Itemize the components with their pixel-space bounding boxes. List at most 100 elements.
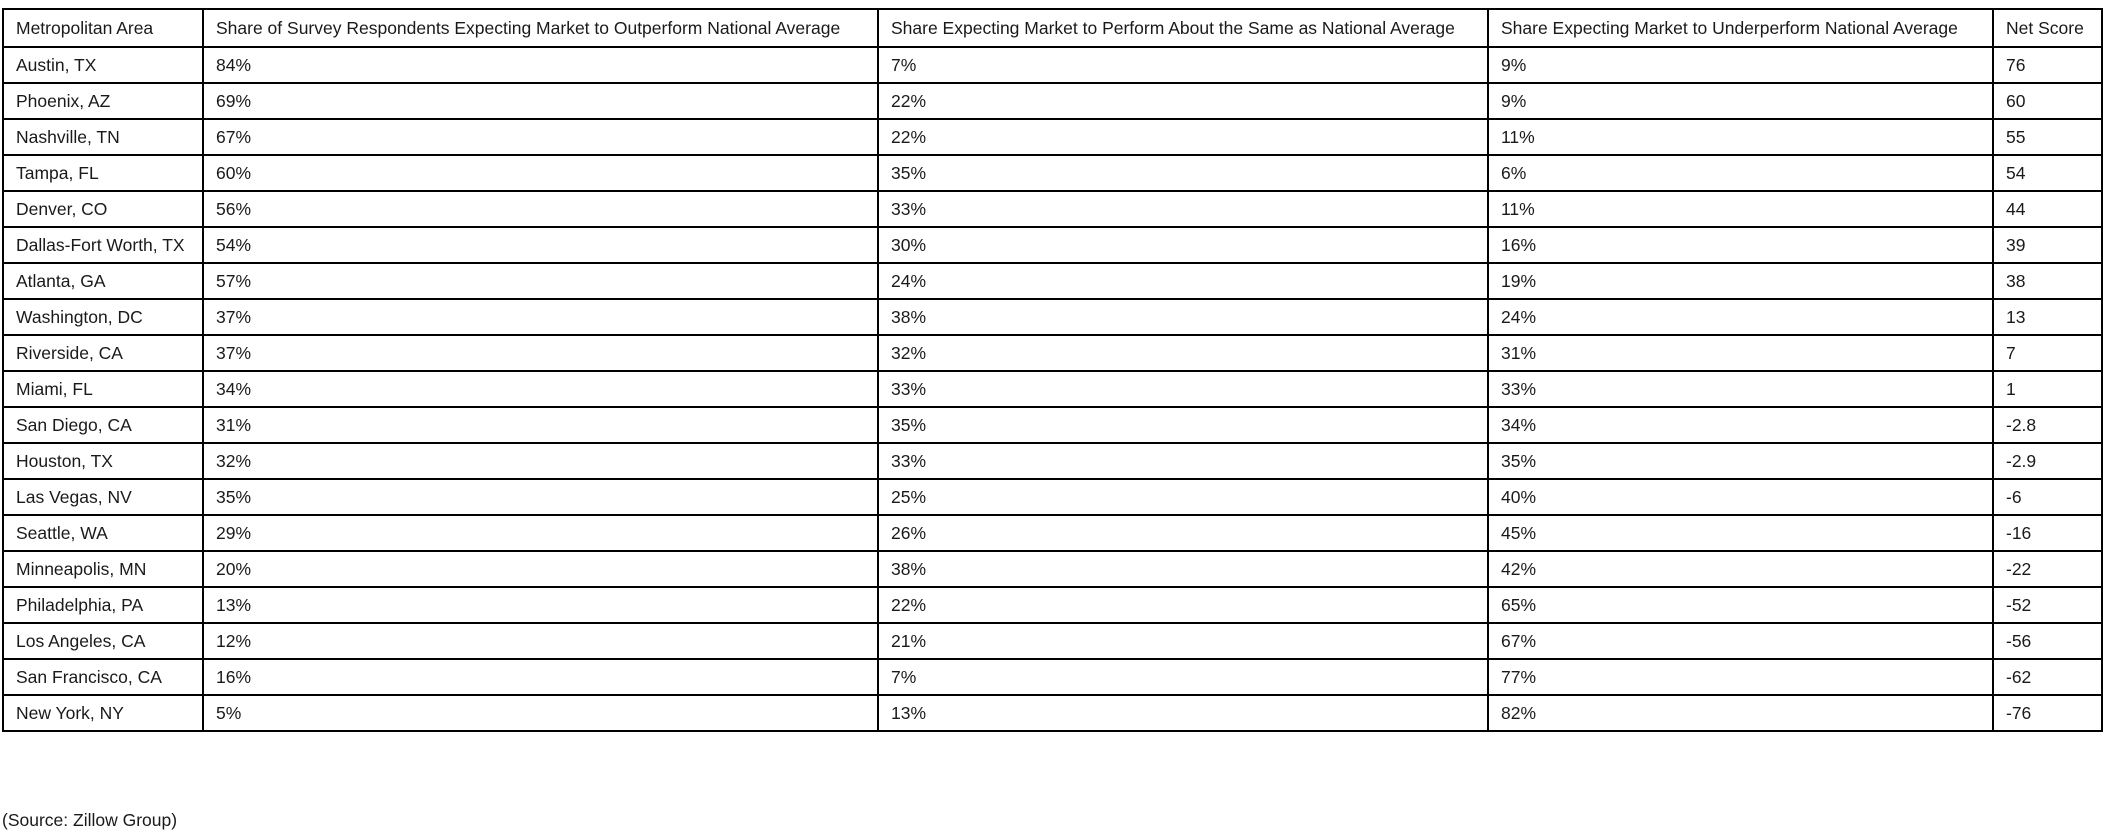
cell-metro-area: Austin, TX [2,46,204,84]
cell-outperform: 67% [202,118,879,156]
header-underperform-share: Share Expecting Market to Underperform N… [1487,8,1994,48]
cell-outperform: 69% [202,82,879,120]
cell-metro-area: Seattle, WA [2,514,204,552]
table-row: San Francisco, CA 16% 7% 77% -62 [2,658,2103,696]
cell-same: 33% [877,370,1489,408]
table-row: Austin, TX 84% 7% 9% 76 [2,46,2103,84]
cell-net-score: -2.9 [1992,442,2103,480]
cell-outperform: 60% [202,154,879,192]
header-same-share: Share Expecting Market to Perform About … [877,8,1489,48]
cell-metro-area: Washington, DC [2,298,204,336]
table-row: Tampa, FL 60% 35% 6% 54 [2,154,2103,192]
cell-outperform: 12% [202,622,879,660]
cell-net-score: -6 [1992,478,2103,516]
cell-underperform: 16% [1487,226,1994,264]
data-table-container: Metropolitan Area Share of Survey Respond… [2,8,2103,732]
cell-outperform: 31% [202,406,879,444]
cell-metro-area: Los Angeles, CA [2,622,204,660]
cell-outperform: 16% [202,658,879,696]
cell-same: 25% [877,478,1489,516]
cell-net-score: 39 [1992,226,2103,264]
cell-metro-area: Houston, TX [2,442,204,480]
cell-outperform: 84% [202,46,879,84]
cell-same: 38% [877,298,1489,336]
cell-metro-area: Tampa, FL [2,154,204,192]
cell-metro-area: Phoenix, AZ [2,82,204,120]
cell-outperform: 54% [202,226,879,264]
cell-metro-area: Riverside, CA [2,334,204,372]
cell-underperform: 11% [1487,118,1994,156]
cell-net-score: 13 [1992,298,2103,336]
cell-metro-area: New York, NY [2,694,204,732]
table-body: Austin, TX 84% 7% 9% 76 Phoenix, AZ 69% 22% 9% 60… [2,46,2103,732]
cell-net-score: 44 [1992,190,2103,228]
cell-underperform: 33% [1487,370,1994,408]
cell-underperform: 6% [1487,154,1994,192]
table-row: Los Angeles, CA 12% 21% 67% -56 [2,622,2103,660]
cell-same: 33% [877,442,1489,480]
cell-outperform: 34% [202,370,879,408]
cell-net-score: 1 [1992,370,2103,408]
cell-underperform: 67% [1487,622,1994,660]
cell-same: 30% [877,226,1489,264]
cell-underperform: 45% [1487,514,1994,552]
cell-net-score: 54 [1992,154,2103,192]
cell-same: 33% [877,190,1489,228]
cell-same: 7% [877,658,1489,696]
cell-outperform: 32% [202,442,879,480]
cell-metro-area: Minneapolis, MN [2,550,204,588]
cell-underperform: 77% [1487,658,1994,696]
table-row: Seattle, WA 29% 26% 45% -16 [2,514,2103,552]
cell-same: 38% [877,550,1489,588]
header-outperform-share: Share of Survey Respondents Expecting Ma… [202,8,879,48]
cell-outperform: 57% [202,262,879,300]
table-row: Las Vegas, NV 35% 25% 40% -6 [2,478,2103,516]
cell-net-score: -76 [1992,694,2103,732]
table-row: Atlanta, GA 57% 24% 19% 38 [2,262,2103,300]
cell-underperform: 31% [1487,334,1994,372]
cell-same: 22% [877,82,1489,120]
cell-net-score: 60 [1992,82,2103,120]
cell-outperform: 56% [202,190,879,228]
cell-metro-area: Dallas-Fort Worth, TX [2,226,204,264]
source-note: (Source: Zillow Group) [2,810,178,830]
cell-same: 21% [877,622,1489,660]
table-row: Riverside, CA 37% 32% 31% 7 [2,334,2103,372]
cell-underperform: 82% [1487,694,1994,732]
cell-underperform: 40% [1487,478,1994,516]
table-row: Denver, CO 56% 33% 11% 44 [2,190,2103,228]
cell-net-score: -16 [1992,514,2103,552]
cell-metro-area: Las Vegas, NV [2,478,204,516]
cell-net-score: 55 [1992,118,2103,156]
cell-metro-area: San Diego, CA [2,406,204,444]
table-row: Washington, DC 37% 38% 24% 13 [2,298,2103,336]
cell-same: 22% [877,586,1489,624]
table-row: Dallas-Fort Worth, TX 54% 30% 16% 39 [2,226,2103,264]
cell-metro-area: Nashville, TN [2,118,204,156]
table-row: Houston, TX 32% 33% 35% -2.9 [2,442,2103,480]
cell-outperform: 29% [202,514,879,552]
cell-same: 35% [877,406,1489,444]
cell-net-score: 7 [1992,334,2103,372]
cell-outperform: 13% [202,586,879,624]
metro-survey-table: Metropolitan Area Share of Survey Respond… [2,8,2103,732]
cell-underperform: 42% [1487,550,1994,588]
cell-net-score: -22 [1992,550,2103,588]
cell-net-score: -62 [1992,658,2103,696]
cell-same: 26% [877,514,1489,552]
table-row: Miami, FL 34% 33% 33% 1 [2,370,2103,408]
cell-outperform: 20% [202,550,879,588]
cell-outperform: 35% [202,478,879,516]
cell-net-score: -56 [1992,622,2103,660]
table-row: Philadelphia, PA 13% 22% 65% -52 [2,586,2103,624]
cell-net-score: 38 [1992,262,2103,300]
cell-metro-area: Philadelphia, PA [2,586,204,624]
table-row: New York, NY 5% 13% 82% -76 [2,694,2103,732]
cell-metro-area: Miami, FL [2,370,204,408]
table-row: Nashville, TN 67% 22% 11% 55 [2,118,2103,156]
cell-underperform: 9% [1487,46,1994,84]
cell-same: 35% [877,154,1489,192]
cell-outperform: 37% [202,298,879,336]
cell-same: 13% [877,694,1489,732]
cell-underperform: 24% [1487,298,1994,336]
